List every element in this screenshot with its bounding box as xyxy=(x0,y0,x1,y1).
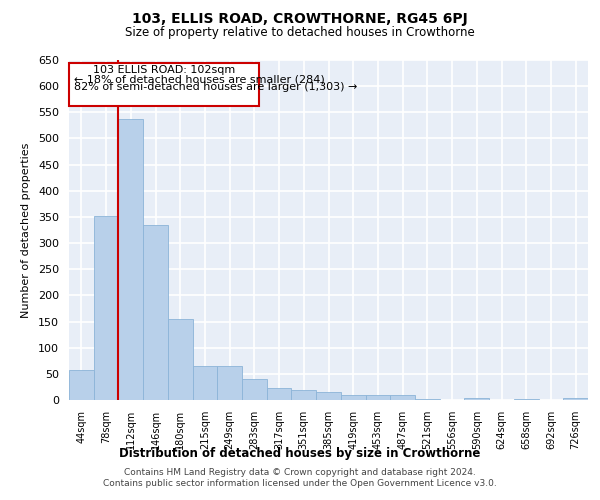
Text: Distribution of detached houses by size in Crowthorne: Distribution of detached houses by size … xyxy=(119,448,481,460)
FancyBboxPatch shape xyxy=(69,62,259,106)
Bar xyxy=(69,370,94,400)
Bar xyxy=(168,319,193,400)
Bar xyxy=(341,395,365,400)
Bar xyxy=(563,398,588,400)
Bar xyxy=(143,225,168,400)
Bar xyxy=(267,388,292,400)
Text: ← 18% of detached houses are smaller (284): ← 18% of detached houses are smaller (28… xyxy=(74,74,325,84)
Bar xyxy=(193,366,217,400)
Text: Size of property relative to detached houses in Crowthorne: Size of property relative to detached ho… xyxy=(125,26,475,39)
Bar xyxy=(118,118,143,400)
Bar xyxy=(292,390,316,400)
Text: Contains HM Land Registry data © Crown copyright and database right 2024.
Contai: Contains HM Land Registry data © Crown c… xyxy=(103,468,497,487)
Bar xyxy=(242,379,267,400)
Bar xyxy=(464,398,489,400)
Text: 103, ELLIS ROAD, CROWTHORNE, RG45 6PJ: 103, ELLIS ROAD, CROWTHORNE, RG45 6PJ xyxy=(132,12,468,26)
Text: 103 ELLIS ROAD: 102sqm: 103 ELLIS ROAD: 102sqm xyxy=(93,65,235,75)
Bar xyxy=(217,366,242,400)
Bar xyxy=(390,396,415,400)
Y-axis label: Number of detached properties: Number of detached properties xyxy=(21,142,31,318)
Bar xyxy=(365,396,390,400)
Bar xyxy=(316,392,341,400)
Text: 82% of semi-detached houses are larger (1,303) →: 82% of semi-detached houses are larger (… xyxy=(74,82,358,92)
Bar xyxy=(94,216,118,400)
